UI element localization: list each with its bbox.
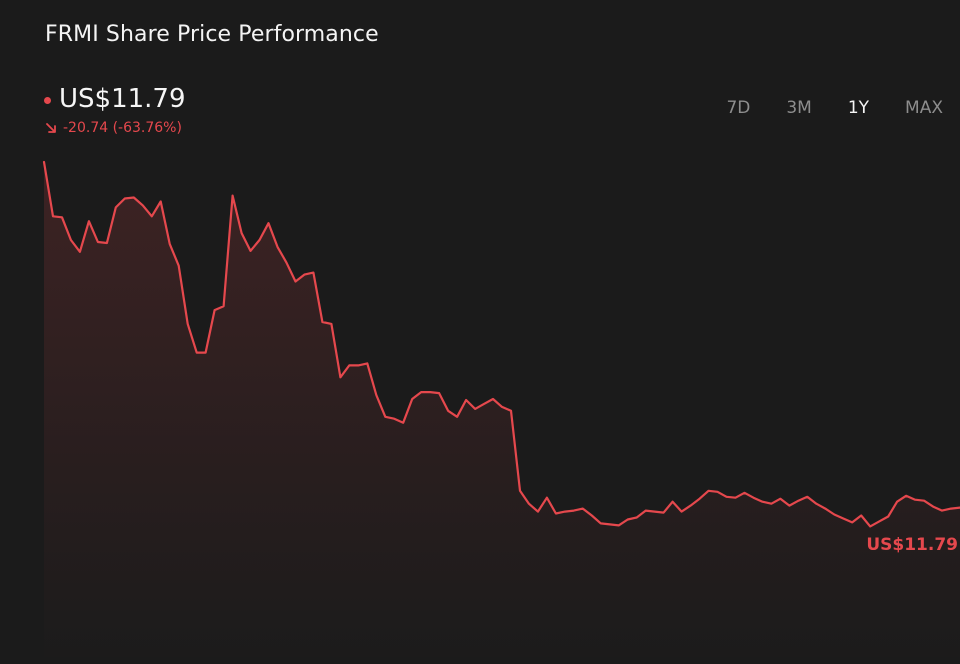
price-block: US$11.79 — [44, 84, 186, 114]
price-area — [44, 162, 960, 664]
range-selector: 7D 3M 1Y MAX — [690, 98, 943, 118]
price-change-value: -20.74 (-63.76%) — [63, 120, 182, 136]
price-line — [42, 160, 960, 528]
red-dot-icon — [44, 96, 51, 104]
chart-title: FRMI Share Price Performance — [45, 22, 379, 47]
range-3m-button[interactable]: 3M — [786, 98, 812, 118]
arrow-down-right-icon — [46, 123, 56, 133]
range-max-button[interactable]: MAX — [905, 98, 943, 118]
current-price: US$11.79 — [59, 84, 186, 114]
range-1y-button[interactable]: 1Y — [847, 98, 870, 118]
end-price-label: US$11.79 — [866, 535, 958, 555]
range-7d-button[interactable]: 7D — [726, 98, 751, 118]
price-change: -20.74 (-63.76%) — [45, 120, 182, 136]
